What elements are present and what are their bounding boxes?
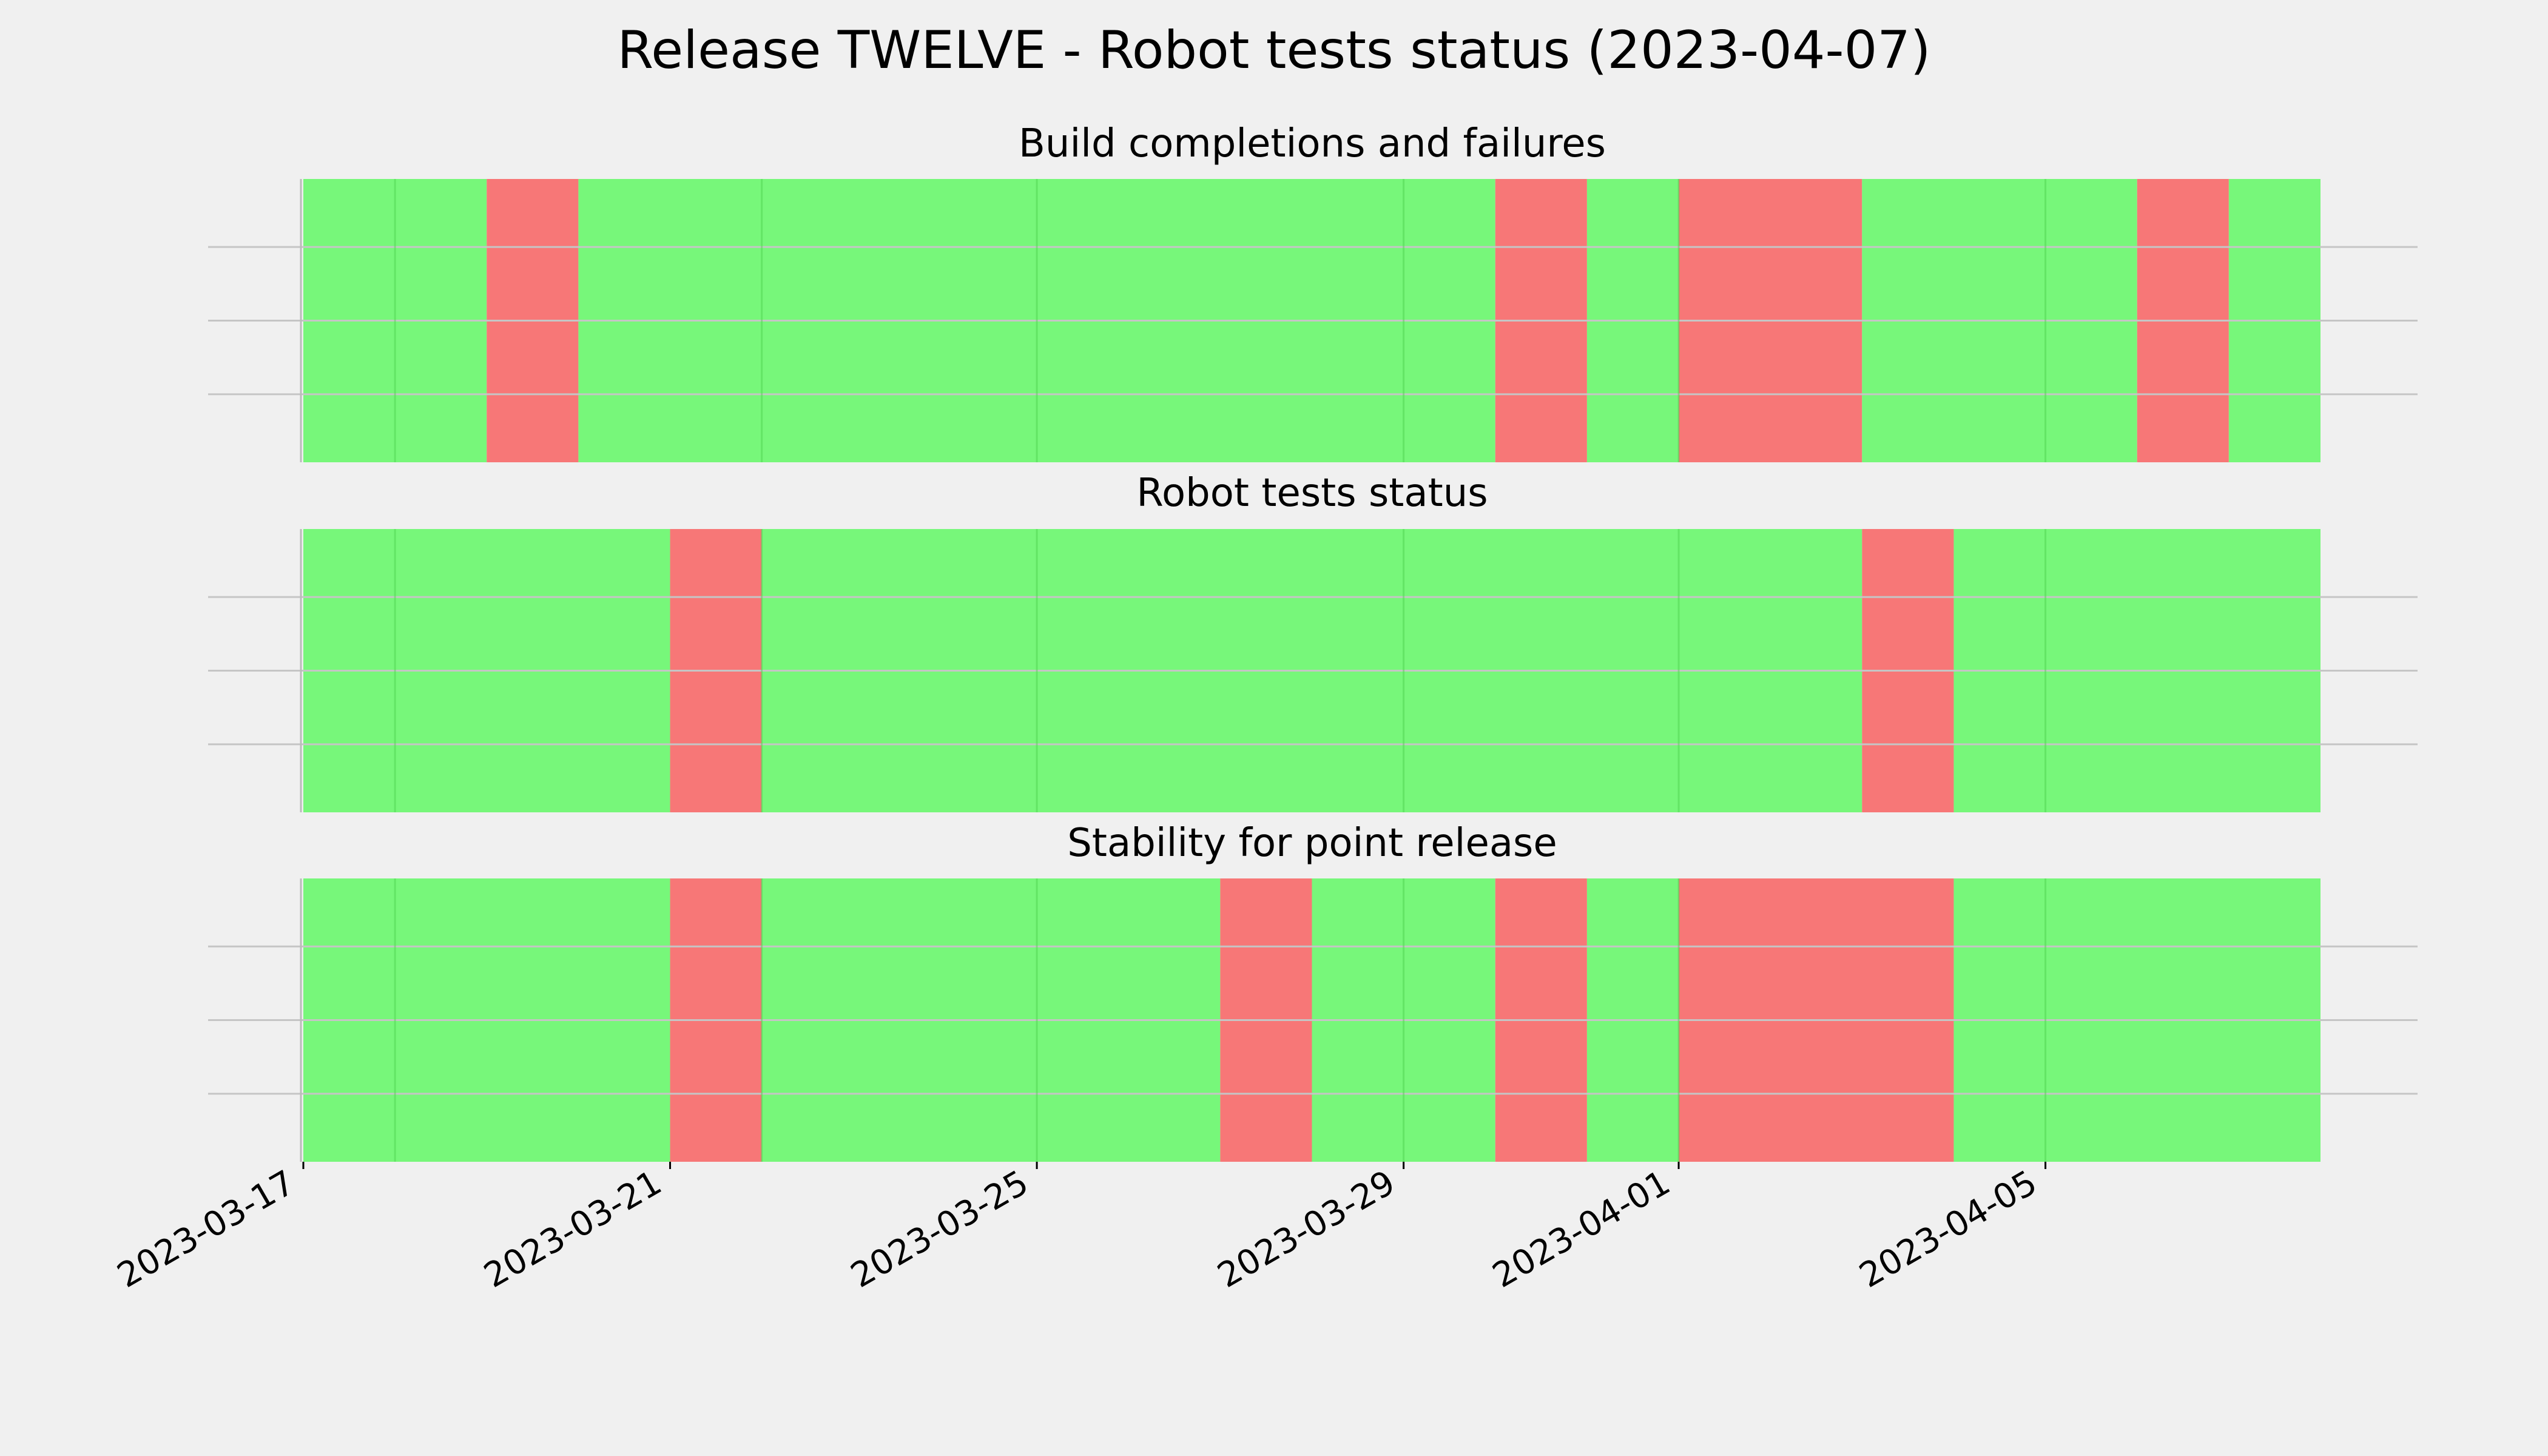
panel-title: Build completions and failures xyxy=(1019,121,1606,166)
x-axis: 2023-03-17 2023-03-21 2023-03-25 2023-03-29… xyxy=(111,1162,2047,1296)
panel-2: Robot tests status xyxy=(208,471,2418,812)
x-tick-label: 2023-04-05 xyxy=(1853,1163,2043,1296)
panel-1: Build completions and failures xyxy=(208,121,2418,462)
panel-title: Robot tests status xyxy=(1136,471,1488,516)
panel-title: Stability for point release xyxy=(1067,821,1557,866)
x-tick-label: 2023-03-17 xyxy=(111,1163,302,1296)
panel-3: Stability for point release xyxy=(208,821,2418,1162)
figure-title: Release TWELVE - Robot tests status (202… xyxy=(617,20,1930,81)
x-tick-label: 2023-03-29 xyxy=(1211,1163,1401,1296)
panels: Build completions and failures Robot test… xyxy=(208,121,2418,1162)
x-tick-label: 2023-04-01 xyxy=(1486,1163,1677,1296)
x-tick-label: 2023-03-25 xyxy=(844,1163,1035,1296)
x-tick-label: 2023-03-21 xyxy=(477,1163,668,1296)
